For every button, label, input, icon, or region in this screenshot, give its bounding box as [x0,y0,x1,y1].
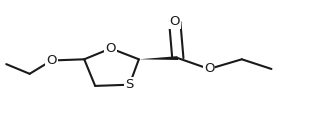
Polygon shape [139,56,178,60]
Text: O: O [169,15,180,28]
Text: O: O [105,42,116,55]
Text: O: O [46,54,57,67]
Text: S: S [125,78,134,91]
Text: O: O [204,62,214,76]
